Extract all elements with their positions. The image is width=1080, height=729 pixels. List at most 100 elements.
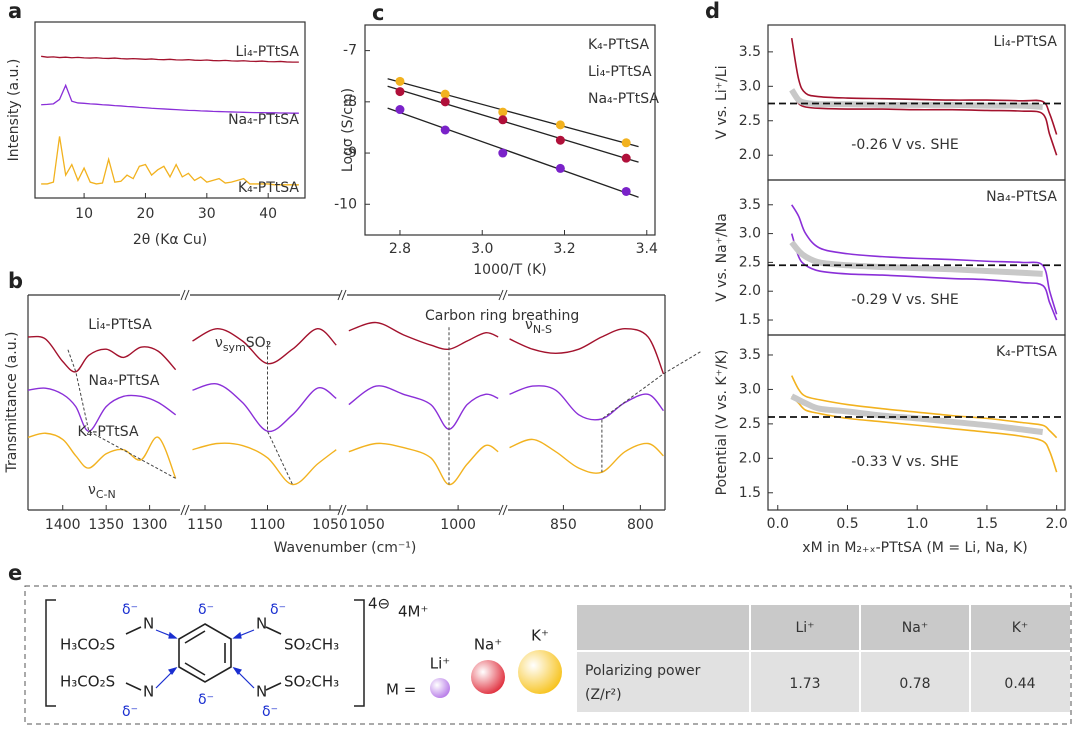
panel-series-label: K₄-PTtSA [996,344,1057,360]
series-label: K₄-PTtSA [77,424,138,440]
data-point [621,138,631,148]
panel-label: a [8,0,22,23]
table-cell: 0.78 [899,676,930,692]
x-axis-title: xM in M₂₊ₓ-PTtSA (M = Li, Na, K) [802,540,1027,556]
data-point [555,135,565,145]
annotation: -0.26 V vs. SHE [851,137,958,153]
table-cell: 0.44 [1004,676,1035,692]
x-tick-label: 1.5 [976,516,998,532]
panel-label: b [8,269,23,293]
y-axis-title: Logσ (S/cm) [340,88,356,172]
y-tick-label: 3.5 [739,44,761,60]
series-label: Li₄-PTtSA [235,44,299,60]
data-point [440,97,450,107]
x-tick-label: 1.0 [906,516,928,532]
data-line [192,382,337,433]
y-tick-label: 3.0 [739,381,761,397]
panel-label: d [705,0,720,23]
annotation: -0.29 V vs. SHE [851,292,958,308]
legend-entry: Na₄-PTtSA [588,91,659,107]
panel-label: c [372,1,384,25]
axis-break [337,289,343,301]
ion-label: Na⁺ [474,636,502,654]
data-line [348,321,499,351]
data-line [789,88,1043,110]
row-label: (Z/r²) [585,687,622,703]
annotation: νC-N [88,482,116,501]
partial-charge: δ⁻ [198,602,214,618]
data-line [348,442,499,486]
axis-break [341,504,347,516]
annotation-sub: sym [223,341,246,354]
data-line [790,393,1044,436]
series-label: Na₄-PTtSA [228,112,299,128]
data-point [621,186,631,196]
series-label: Li₄-PTtSA [88,317,152,333]
axis-break [502,289,508,301]
bracket [45,599,365,707]
x-axis-title: 2θ (Kα Cu) [133,232,207,248]
annotation-symbol: ν [88,482,96,498]
legend-entry: K₄-PTtSA [588,37,649,53]
table-header: Li⁺ [795,620,814,636]
y-tick-label: 3.5 [739,347,761,363]
chem-group: SO₂CH₃ [284,636,339,654]
annotation-sub: C-N [96,488,116,501]
data-point [498,148,508,158]
data-point [498,107,508,117]
data-point [440,125,450,135]
chem-group: H₃CO₂S [60,673,115,691]
data-line [348,385,499,430]
x-tick-label: 0.0 [767,516,789,532]
x-tick-label: 1400 [45,517,81,533]
y-axis-title: V vs. Li⁺/Li [714,66,730,140]
fit-line [387,85,639,163]
ion-sphere [518,650,562,694]
axis-break [180,504,186,516]
x-tick-label: 1150 [187,517,223,533]
partial-charge: δ⁻ [270,602,286,618]
table-header: K⁺ [1012,620,1029,636]
partial-charge: δ⁻ [122,602,138,618]
x-tick-label: 2.8 [389,241,411,257]
table-header: Na⁺ [902,620,928,636]
data-line [27,335,177,373]
data-line [27,432,177,479]
y-tick-label: 2.0 [739,283,761,299]
data-point [395,76,405,86]
panel-label: e [8,561,22,585]
x-tick-label: 3.0 [471,241,493,257]
y-tick-label: -10 [334,196,357,212]
plot-frame [364,24,656,236]
data-line [791,92,1058,156]
ion-label: Li⁺ [430,655,450,673]
ion-sphere [471,660,505,694]
series-label: K₄-PTtSA [238,180,299,196]
data-line [790,37,1058,135]
ion-label: K⁺ [531,627,549,645]
annotation: νN-S [525,317,552,336]
y-axis-title: V vs. Na⁺/Na [714,213,730,302]
y-axis-title: Intensity (a.u.) [6,59,22,162]
axis-break [184,289,190,301]
row-label: Polarizing power [585,663,701,679]
x-tick-label: 850 [550,517,577,533]
data-line [791,204,1058,315]
guide-line [67,349,176,479]
y-axis-title: Potential (V vs. K⁺/K) [714,350,730,496]
table-row-bg [577,652,1070,712]
x-tick-label: 3.4 [636,241,658,257]
data-line [509,438,664,474]
partial-charge: δ⁻ [262,704,278,720]
table-header-bg [577,605,1070,650]
partial-charge: δ⁻ [122,704,138,720]
guide-line [267,341,293,485]
guide-line [601,351,701,473]
legend-entry: Li₄-PTtSA [588,64,652,80]
data-line [27,387,177,432]
x-tick-label: 1000 [440,517,476,533]
data-line [789,240,1043,277]
data-line [790,375,1058,439]
table-cell: 1.73 [789,676,820,692]
